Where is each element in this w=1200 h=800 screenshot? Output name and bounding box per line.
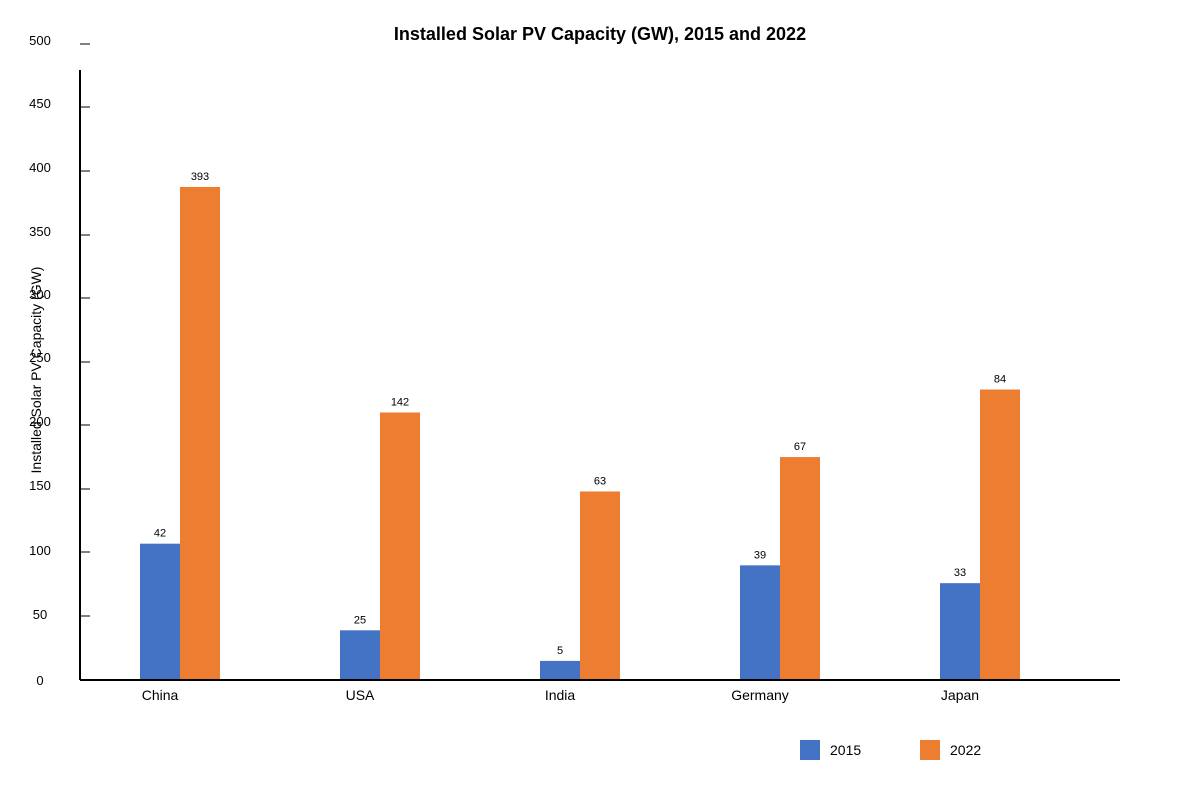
bar-2015-india [540, 660, 580, 680]
bar-value-label: 5 [557, 645, 563, 657]
y-tick-label: 150 [29, 478, 51, 493]
bar-value-label: 42 [154, 528, 166, 540]
legend-swatch-2015 [800, 740, 820, 760]
bar-value-label: 67 [794, 441, 806, 453]
x-tick-label: China [142, 687, 179, 703]
bar-2022-japan [980, 389, 1020, 680]
x-tick-label: Japan [941, 687, 979, 703]
bar-2015-china [140, 543, 180, 680]
bar-2015-usa [340, 630, 380, 680]
legend: 2015 2022 [800, 740, 981, 760]
y-axis-title: Installed Solar PV Capacity (GW) [28, 267, 44, 474]
bar-value-label: 84 [994, 374, 1006, 386]
x-tick-label: Germany [731, 687, 789, 703]
bar-value-label: 33 [954, 567, 966, 579]
y-tick-label: 0 [36, 673, 43, 688]
y-tick-label: 300 [29, 287, 51, 302]
bars: 42 393 25 142 5 63 39 67 33 84 [140, 171, 1020, 680]
bar-2022-china [180, 186, 220, 680]
bar-value-label: 393 [191, 171, 209, 183]
chart-title: Installed Solar PV Capacity (GW), 2015 a… [394, 24, 806, 44]
bar-value-label: 25 [354, 614, 366, 626]
x-tick-label: USA [346, 687, 375, 703]
bar-2022-usa [380, 412, 420, 680]
y-tick-label: 350 [29, 224, 51, 239]
bar-value-label: 63 [594, 475, 606, 487]
y-tick-label: 100 [29, 543, 51, 558]
y-tick-label: 200 [29, 414, 51, 429]
x-axis-categories: China USA India Germany Japan [142, 687, 979, 703]
bar-2015-japan [940, 583, 980, 680]
bar-value-label: 142 [391, 396, 409, 408]
legend-label-2015: 2015 [830, 742, 861, 758]
bar-2015-germany [740, 565, 780, 680]
y-tick-label: 250 [29, 350, 51, 365]
y-tick-label: 500 [29, 33, 51, 48]
legend-label-2022: 2022 [950, 742, 981, 758]
bar-value-label: 39 [754, 549, 766, 561]
bar-2022-germany [780, 457, 820, 680]
legend-swatch-2022 [920, 740, 940, 760]
x-tick-label: India [545, 687, 576, 703]
y-tick-label: 450 [29, 96, 51, 111]
y-tick-label: 50 [33, 607, 47, 622]
bar-2022-india [580, 491, 620, 680]
y-tick-label: 400 [29, 160, 51, 175]
y-axis-ticks: 0 50 100 150 200 250 300 350 400 450 500 [29, 33, 90, 688]
